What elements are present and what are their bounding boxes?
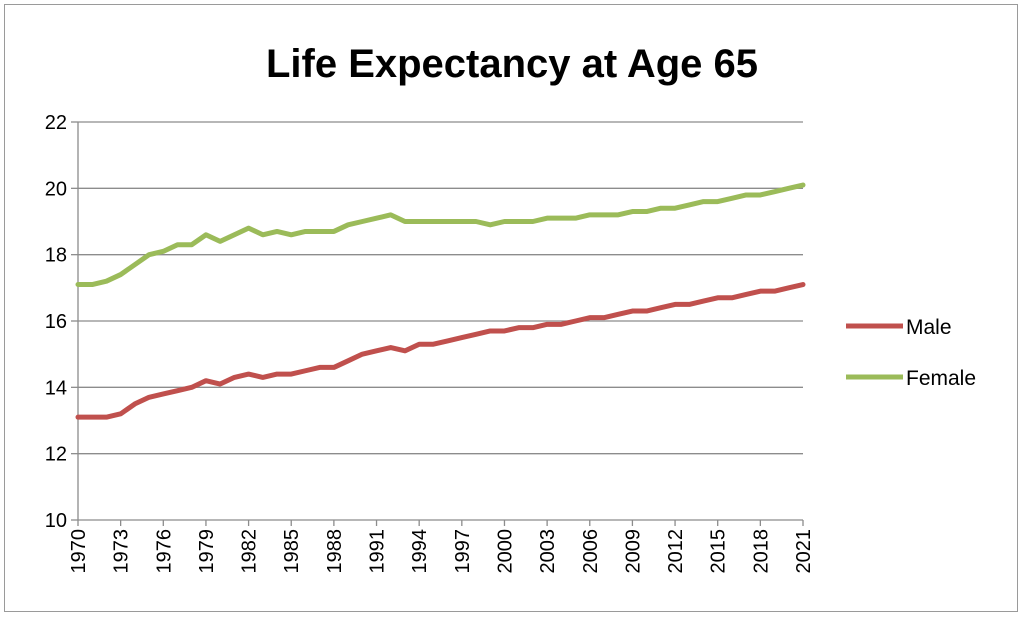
series-line-female: [75, 182, 806, 288]
x-tick-label: 1985: [281, 529, 303, 574]
chart-frame: Life Expectancy at Age 65 10 12 14 16 18 20 22…: [4, 4, 1018, 612]
x-tick-label: 2006: [580, 529, 602, 574]
y-tick-label: 10: [45, 510, 67, 532]
y-tick-label: 22: [45, 112, 67, 134]
x-tick-label: 2000: [494, 529, 516, 574]
y-tick-label: 20: [45, 178, 67, 200]
x-tick-label: 2003: [537, 529, 559, 574]
y-tick-label: 14: [45, 377, 67, 399]
x-tick-label: 1973: [111, 529, 133, 574]
series-line-male: [75, 282, 806, 420]
x-tick-label: 2018: [750, 529, 772, 574]
x-tick-label: 1988: [324, 529, 346, 574]
x-tick-label: 1979: [196, 529, 218, 574]
x-tick-label: 2021: [793, 529, 815, 574]
y-axis-tick-labels: 10 12 14 16 18 20 22: [45, 112, 67, 532]
y-tick-label: 16: [45, 311, 67, 333]
x-tick-label: 2009: [622, 529, 644, 574]
x-tick-label: 1994: [409, 529, 431, 574]
y-tick-label: 18: [45, 245, 67, 267]
x-tick-label: 2015: [708, 529, 730, 574]
chart-title: Life Expectancy at Age 65: [266, 42, 758, 86]
x-tick-label: 1997: [452, 529, 474, 574]
x-tick-label: 1991: [367, 529, 389, 574]
x-tick-label: 1970: [68, 529, 90, 574]
x-tick-label: 2012: [665, 529, 687, 574]
line-chart: Life Expectancy at Age 65 10 12 14 16 18 20 22…: [45, 42, 976, 574]
legend-label-male: Male: [906, 316, 952, 339]
series-lines: [75, 182, 806, 420]
y-tick-label: 12: [45, 444, 67, 466]
gridlines: [78, 121, 803, 455]
x-tick-label: 1982: [239, 529, 261, 574]
legend: Male Female: [846, 316, 976, 390]
x-axis-tick-labels: 1970 1973 1976 1979 1982 1985 1988 1991 1994 1997…: [68, 529, 815, 574]
x-tick-label: 1976: [153, 529, 175, 574]
axes: [71, 121, 804, 526]
legend-label-female: Female: [906, 367, 976, 390]
